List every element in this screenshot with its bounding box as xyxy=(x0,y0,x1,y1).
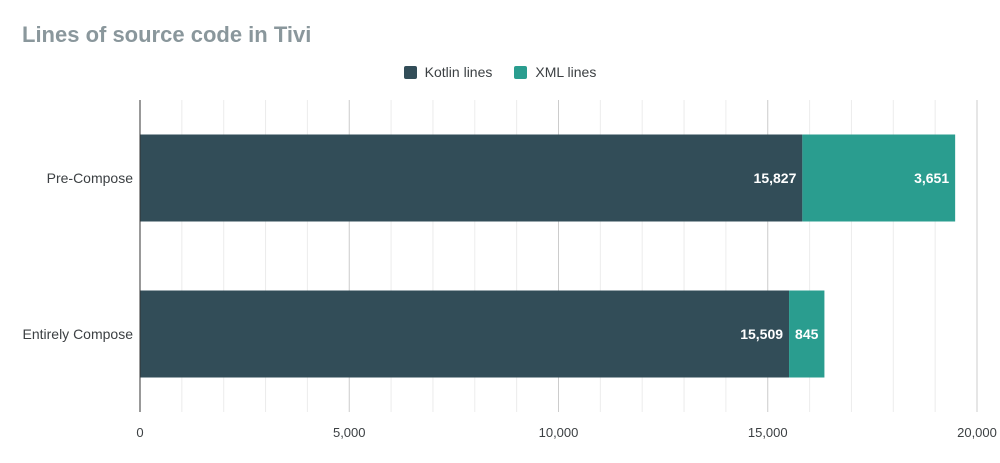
legend-label-xml: XML lines xyxy=(535,64,597,80)
legend-item-kotlin: Kotlin lines xyxy=(403,64,493,80)
legend-swatch-xml xyxy=(514,65,528,79)
bar-xml xyxy=(789,290,825,378)
chart-title: Lines of source code in Tivi xyxy=(22,22,312,47)
bar-kotlin xyxy=(140,290,790,378)
x-tick-label: 20,000 xyxy=(957,425,997,440)
category-label: Pre-Compose xyxy=(47,170,134,186)
legend-label-kotlin: Kotlin lines xyxy=(424,64,493,80)
x-tick-label: 15,000 xyxy=(748,425,788,440)
x-tick-label: 10,000 xyxy=(539,425,579,440)
category-label: Entirely Compose xyxy=(23,326,134,342)
data-label-kotlin: 15,827 xyxy=(754,170,797,186)
x-tick-label: 0 xyxy=(136,425,143,440)
bar-xml xyxy=(802,134,956,222)
legend: Kotlin lines XML lines xyxy=(0,64,1000,80)
bar-kotlin xyxy=(140,134,803,222)
data-label-xml: 3,651 xyxy=(914,170,949,186)
data-label-kotlin: 15,509 xyxy=(740,326,783,342)
legend-item-xml: XML lines xyxy=(514,64,596,80)
legend-swatch-kotlin xyxy=(403,65,417,79)
x-tick-label: 5,000 xyxy=(333,425,366,440)
data-label-xml: 845 xyxy=(795,326,819,342)
